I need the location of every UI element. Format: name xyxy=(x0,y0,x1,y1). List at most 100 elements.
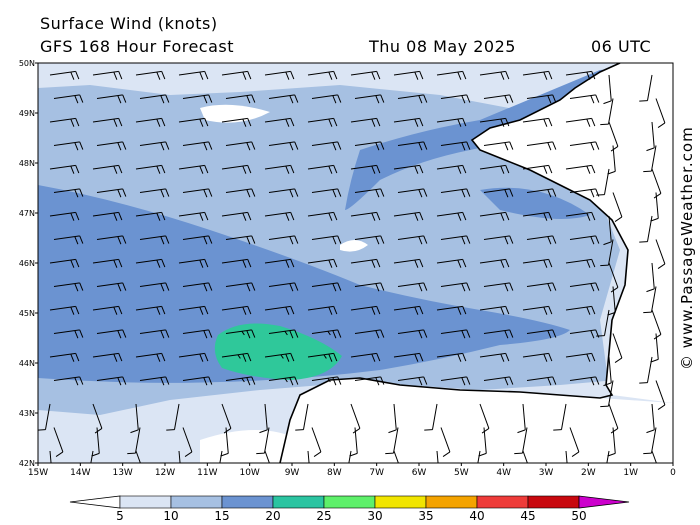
color-legend: 5 10 15 20 25 30 35 40 45 50 xyxy=(69,495,630,523)
wind-barb xyxy=(268,282,299,292)
wind-barb xyxy=(393,305,424,315)
wind-barb xyxy=(49,305,80,315)
wind-barb xyxy=(393,352,424,362)
band-15-20 xyxy=(38,185,570,383)
wind-barb xyxy=(603,450,610,463)
wind-barb xyxy=(650,333,659,363)
wind-barb xyxy=(354,141,385,151)
legend-label: 5 xyxy=(116,509,124,523)
wind-barb xyxy=(178,164,209,174)
wind-barb xyxy=(96,376,127,386)
wind-barb xyxy=(479,117,510,127)
legend-swatch xyxy=(323,495,376,509)
wind-barb xyxy=(646,403,655,434)
wind-barb xyxy=(483,235,514,245)
wind-barb xyxy=(350,164,381,174)
chart-title: Surface Wind (knots) xyxy=(40,14,218,33)
legend-swatch xyxy=(119,495,172,509)
wind-barb xyxy=(38,403,51,431)
wind-barb xyxy=(221,403,232,434)
wind-barb xyxy=(345,450,352,463)
wind-barb xyxy=(135,70,166,80)
wind-barb xyxy=(354,188,385,198)
wind-barb xyxy=(264,117,295,127)
wind-barb xyxy=(135,258,166,268)
wind-barb xyxy=(96,235,127,245)
wind-barb xyxy=(440,282,471,292)
forecast-subtitle: GFS 168 Hour Forecast xyxy=(40,37,235,56)
wind-barb xyxy=(522,258,553,268)
lat-label: 48N xyxy=(19,159,35,168)
wind-barb xyxy=(526,188,557,198)
wind-barb xyxy=(526,329,557,339)
lon-label: 12W xyxy=(155,468,175,478)
wind-barb xyxy=(221,117,252,127)
wind-barb xyxy=(388,403,397,434)
wind-barb xyxy=(569,188,600,198)
wind-barb xyxy=(49,258,80,268)
lat-label: 46N xyxy=(19,259,35,268)
wind-barb xyxy=(182,188,213,198)
wind-barb xyxy=(225,235,256,245)
wind-barb xyxy=(264,258,295,268)
wind-barb xyxy=(553,403,567,431)
wind-barb xyxy=(612,333,623,363)
valid-time: 06 UTC xyxy=(591,37,652,56)
lon-label: 9W xyxy=(285,468,300,478)
wind-barb xyxy=(268,94,299,104)
wind-barb xyxy=(569,376,600,386)
wind-barb xyxy=(440,427,451,457)
wind-barb xyxy=(569,235,600,245)
legend-label: 10 xyxy=(163,509,178,523)
wind-barb xyxy=(393,258,424,268)
wind-barb xyxy=(225,141,256,151)
wind-barb xyxy=(483,282,514,292)
wind-barb xyxy=(354,376,385,386)
wind-barb xyxy=(393,164,424,174)
wind-barb xyxy=(385,427,399,455)
wind-barb xyxy=(483,141,514,151)
wind-barb xyxy=(643,286,657,314)
lon-label: 5W xyxy=(454,468,469,478)
wind-barb xyxy=(397,141,428,151)
wind-barb xyxy=(436,117,467,127)
wind-barb xyxy=(53,141,84,151)
wind-barb xyxy=(178,70,209,80)
wind-barb xyxy=(424,403,438,431)
legend-label: 20 xyxy=(265,509,280,523)
wind-barb xyxy=(393,211,424,221)
wind-barb xyxy=(53,188,84,198)
coastline xyxy=(279,63,629,463)
wind-barb xyxy=(526,376,557,386)
wind-barb xyxy=(220,427,229,457)
wind-barb xyxy=(182,235,213,245)
wind-barb xyxy=(139,94,170,104)
band-calm-2 xyxy=(340,240,368,252)
lon-label: 2W xyxy=(581,468,596,478)
wind-barb xyxy=(646,121,655,152)
wind-barb xyxy=(178,352,209,362)
wind-barb xyxy=(307,258,338,268)
wind-barb xyxy=(643,145,657,173)
wind-barb xyxy=(569,282,600,292)
wind-barb xyxy=(522,117,553,127)
wind-barb xyxy=(565,70,596,80)
wind-barb xyxy=(603,74,612,105)
wind-barb xyxy=(393,450,404,463)
wind-barb xyxy=(53,329,84,339)
wind-barb xyxy=(603,215,612,246)
wind-barb xyxy=(295,403,309,431)
wind-barb xyxy=(655,98,666,128)
wind-barb xyxy=(311,141,342,151)
wind-barb xyxy=(436,258,467,268)
wind-barb xyxy=(307,117,338,127)
wind-barb xyxy=(221,305,252,315)
wind-barb xyxy=(483,94,514,104)
wind-barb xyxy=(436,450,440,463)
wind-barb xyxy=(259,403,268,434)
legend-label: 50 xyxy=(571,509,586,523)
wind-barb xyxy=(135,211,166,221)
wind-barb xyxy=(225,376,256,386)
wind-barb xyxy=(350,211,381,221)
